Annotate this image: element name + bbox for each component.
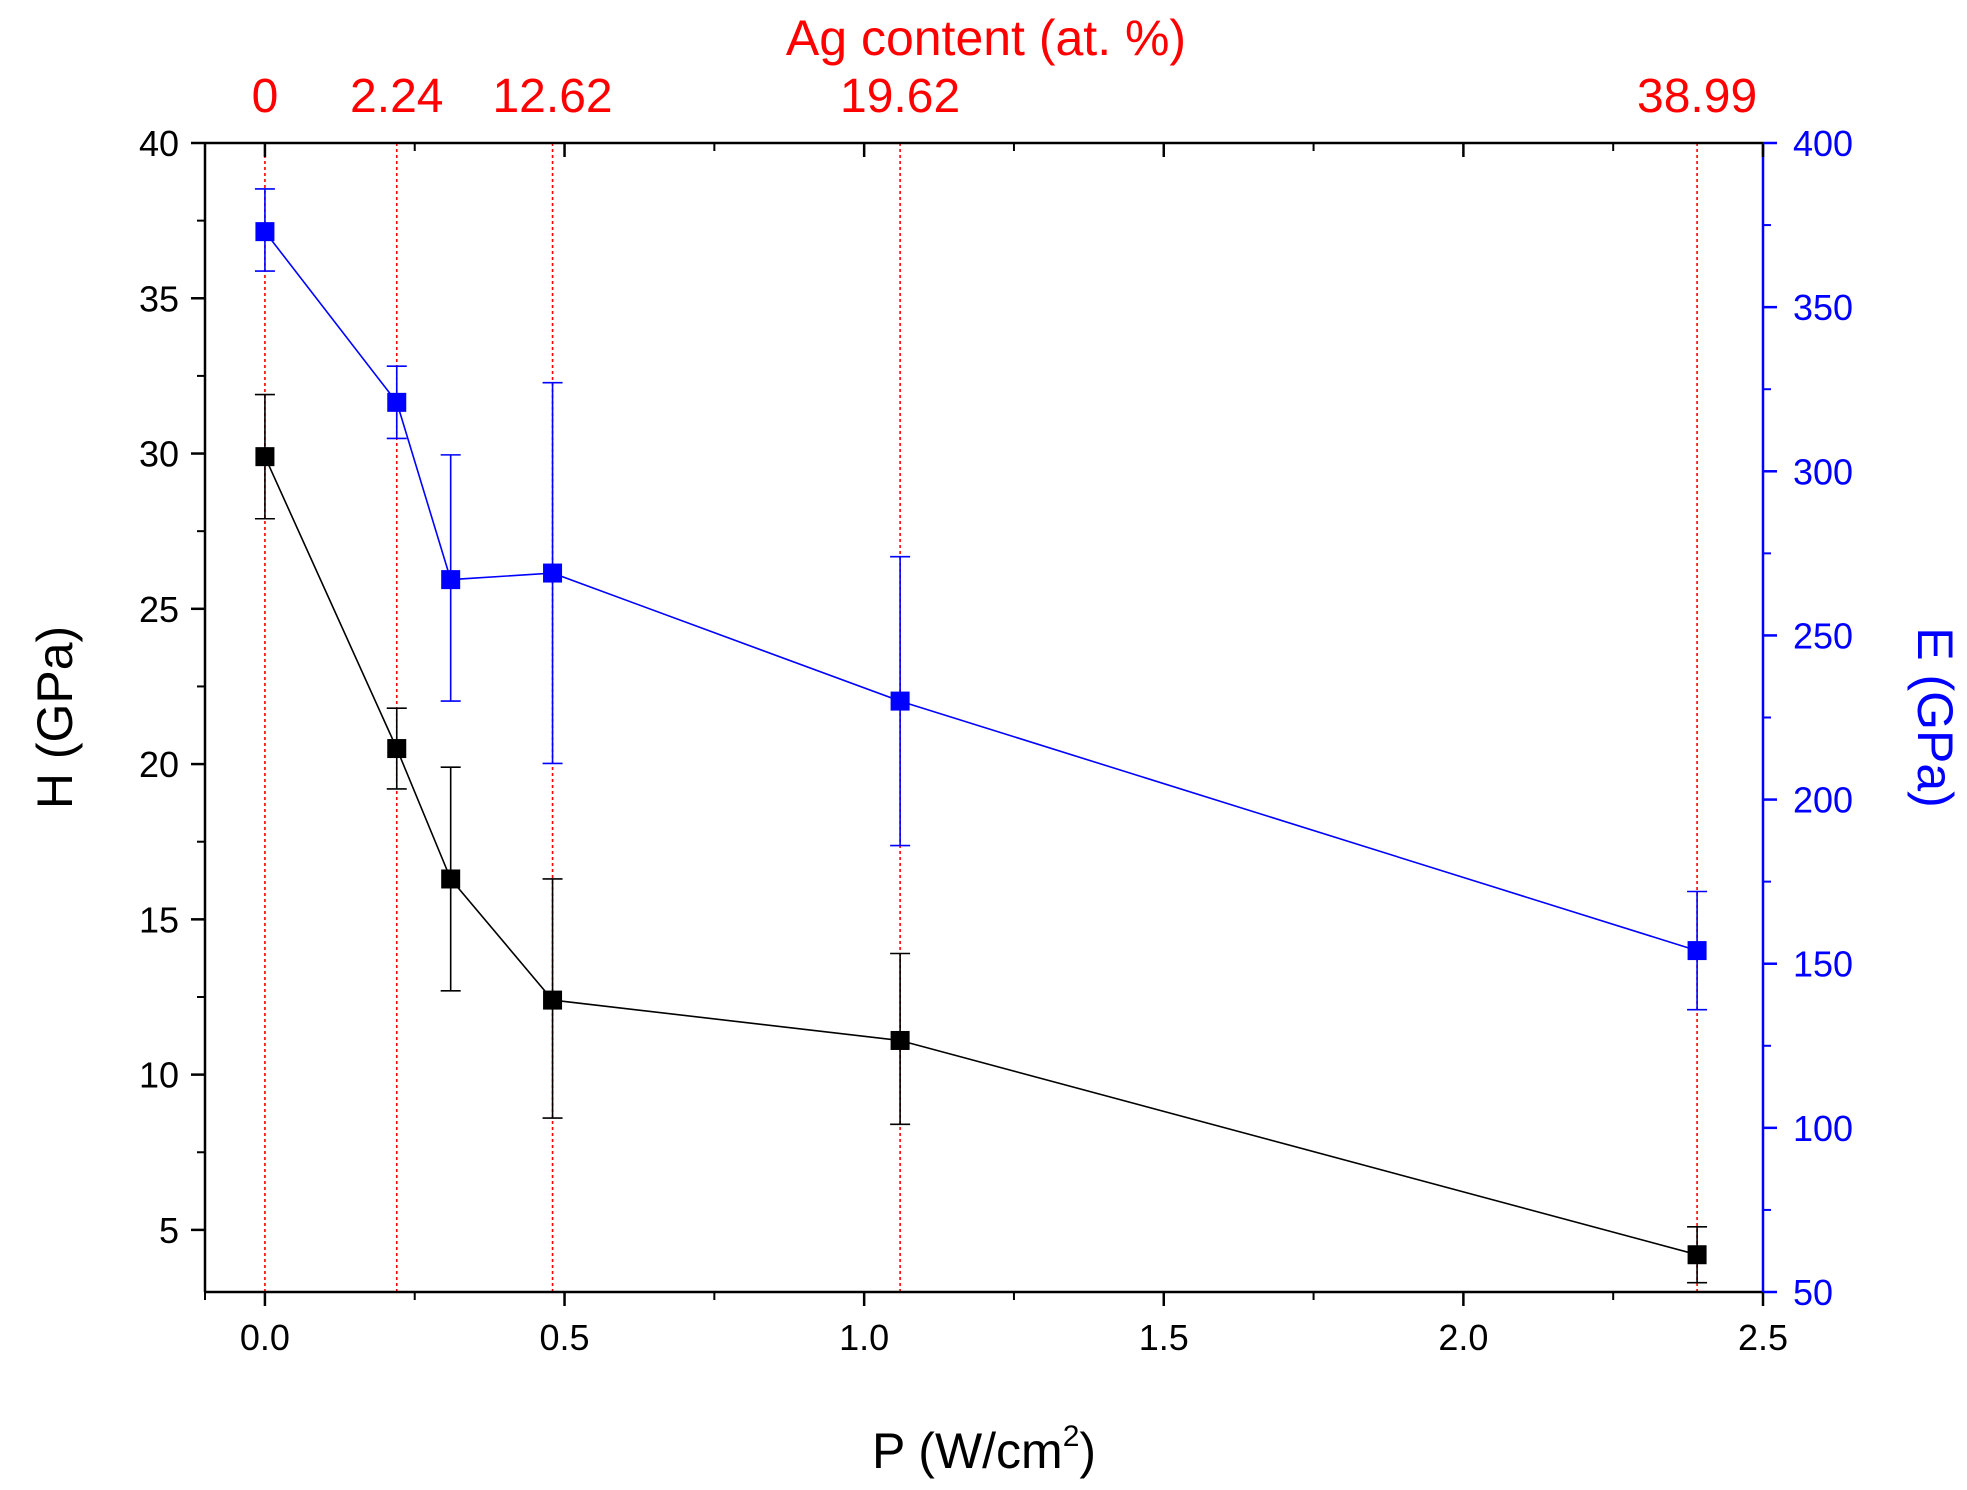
top-tick-label-0: 0 <box>252 70 279 123</box>
y-right-tick-label-3: 200 <box>1793 780 1853 821</box>
x-tick-label-4: 2.0 <box>1438 1317 1488 1358</box>
x-tick-label-0: 0.0 <box>240 1317 290 1358</box>
y-right-axis-title: E (GPa) <box>1907 627 1963 808</box>
series-layer <box>254 188 1708 1284</box>
top-tick-label-2: 12.62 <box>492 70 612 123</box>
y-left-tick-label-1: 10 <box>139 1055 179 1096</box>
series-1-point-5 <box>1687 941 1707 961</box>
series-1-line <box>264 231 1698 952</box>
series-1-point-2 <box>441 570 461 590</box>
series-0-point-5 <box>1687 1245 1707 1265</box>
y-right-tick-label-7: 400 <box>1793 123 1853 164</box>
y-left-tick-label-4: 25 <box>139 589 179 630</box>
series-0-point-0 <box>255 447 275 467</box>
y-right-tick-label-6: 350 <box>1793 287 1853 328</box>
x-tick-label-5: 2.5 <box>1738 1317 1788 1358</box>
x-axis-title-close: ) <box>1079 1423 1096 1479</box>
x-axis-title: P (W/cm2) <box>872 1420 1096 1479</box>
y-right-tick-label-5: 300 <box>1793 451 1853 492</box>
series-1-point-4 <box>890 691 910 711</box>
series-0-point-1 <box>387 739 407 759</box>
y-right-tick-label-1: 100 <box>1793 1108 1853 1149</box>
series-0-point-2 <box>441 869 461 889</box>
x-tick-label-1: 0.5 <box>540 1317 590 1358</box>
y-left-tick-label-5: 30 <box>139 434 179 475</box>
axes-layer: 0.0 0.5 1.0 1.5 2.0 2.5 5 10 15 20 25 30 35 40 50 100 15… <box>139 70 1853 1358</box>
series-1-point-3 <box>543 563 563 583</box>
y-left-tick-label-3: 20 <box>139 744 179 785</box>
top-tick-label-1: 2.24 <box>350 70 443 123</box>
series-0-point-3 <box>543 990 563 1010</box>
reference-lines <box>264 143 1698 1292</box>
x-axis-title-main: P (W/cm <box>872 1423 1063 1479</box>
y-left-tick-label-7: 40 <box>139 123 179 164</box>
series-0-line <box>264 456 1698 1256</box>
x-axis-title-superscript: 2 <box>1063 1420 1080 1453</box>
labels-layer: Ag content (at. %) P (W/cm2) H (GPa) E (… <box>27 10 1963 1479</box>
x-tick-label-2: 1.0 <box>839 1317 889 1358</box>
top-axis-title: Ag content (at. %) <box>786 10 1186 66</box>
y-right-tick-label-2: 150 <box>1793 944 1853 985</box>
y-right-tick-label-4: 250 <box>1793 615 1853 656</box>
series-1-point-1 <box>387 392 407 412</box>
y-left-tick-label-6: 35 <box>139 278 179 319</box>
x-tick-label-3: 1.5 <box>1139 1317 1189 1358</box>
y-right-tick-label-0: 50 <box>1793 1272 1833 1313</box>
top-tick-label-3: 19.62 <box>840 70 960 123</box>
y-left-tick-label-0: 5 <box>159 1210 179 1251</box>
series-1-point-0 <box>255 222 275 242</box>
y-left-tick-label-2: 15 <box>139 899 179 940</box>
y-left-axis-title: H (GPa) <box>27 626 83 809</box>
top-tick-label-4: 38.99 <box>1637 70 1757 123</box>
series-0-point-4 <box>890 1030 910 1050</box>
